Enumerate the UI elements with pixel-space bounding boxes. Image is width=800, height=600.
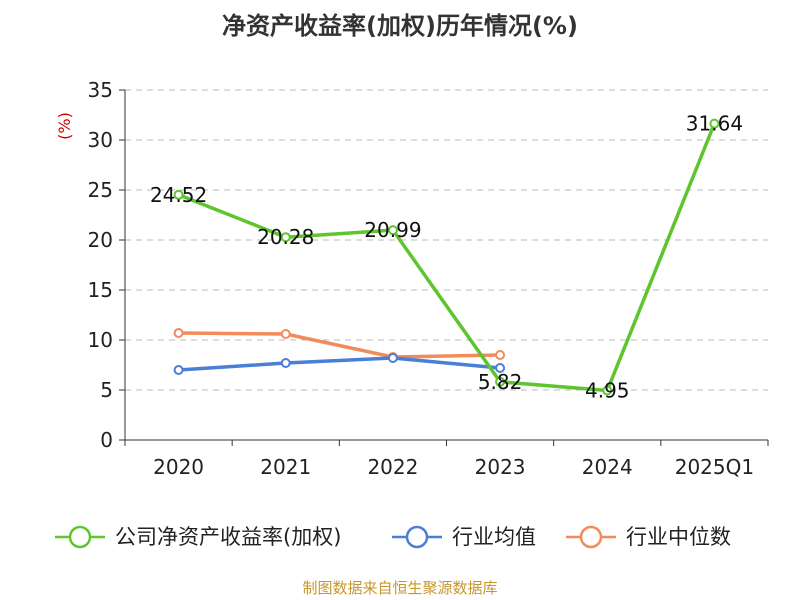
y-tick-label: 10 [88,328,113,352]
legend[interactable]: 公司净资产收益率(加权) 行业均值 行业中位数 [55,525,731,549]
x-tick-label: 2025Q1 [675,455,754,479]
data-label: 20.28 [257,225,314,249]
data-point [709,118,720,129]
data-point [387,353,398,363]
x-tick-label: 2021 [260,455,311,479]
data-point [280,232,291,243]
series-lines [173,118,720,396]
legend-item[interactable]: 行业均值 [392,525,536,549]
axes: 0 5 10 15 20 25 30 35 2020 2021 2022 2023 2024 2025Q1… [55,78,769,479]
series-line [177,122,717,393]
x-tick-label: 2024 [582,455,633,479]
data-label: 31.64 [686,112,743,136]
y-tick-label: 15 [88,278,113,302]
data-label: 4.95 [585,379,630,403]
grid-lines [125,89,768,391]
legend-item[interactable]: 公司净资产收益率(加权) [55,525,341,549]
y-tick-label: 20 [88,228,113,252]
series-line [178,356,501,372]
y-tick-label: 30 [88,128,113,152]
data-point [280,329,291,339]
chart-title: 净资产收益率(加权)历年情况(%) [222,12,578,40]
data-point [495,363,506,373]
data-label: 24.52 [150,183,207,207]
legend-marker [405,525,429,549]
x-tick-label: 2022 [367,455,418,479]
data-point [173,189,184,200]
y-tick-label: 5 [100,378,113,402]
data-label: 5.82 [478,370,523,394]
legend-marker [68,525,92,549]
legend-label: 行业中位数 [626,525,731,549]
x-tick-label: 2020 [153,455,204,479]
legend-item[interactable]: 行业中位数 [566,525,731,549]
y-tick-label: 0 [100,428,113,452]
data-point [173,328,184,338]
data-point [495,376,506,387]
source-footer: 制图数据来自恒生聚源数据库 [302,579,498,597]
x-tick-label: 2023 [475,455,526,479]
legend-marker [579,525,603,549]
legend-label: 公司净资产收益率(加权) [115,525,341,549]
series-line [178,331,501,359]
legend-label: 行业均值 [452,525,536,549]
data-point [173,365,184,375]
y-tick-label: 25 [88,178,113,202]
data-labels: 24.52 20.28 20.99 5.82 4.95 31.64 [150,112,743,403]
data-point [280,358,291,368]
data-label: 20.99 [364,218,421,242]
data-point [495,350,506,360]
data-point [387,225,398,236]
y-tick-label: 35 [88,78,113,102]
y-axis-label: (%) [55,112,74,140]
data-point [602,385,613,396]
